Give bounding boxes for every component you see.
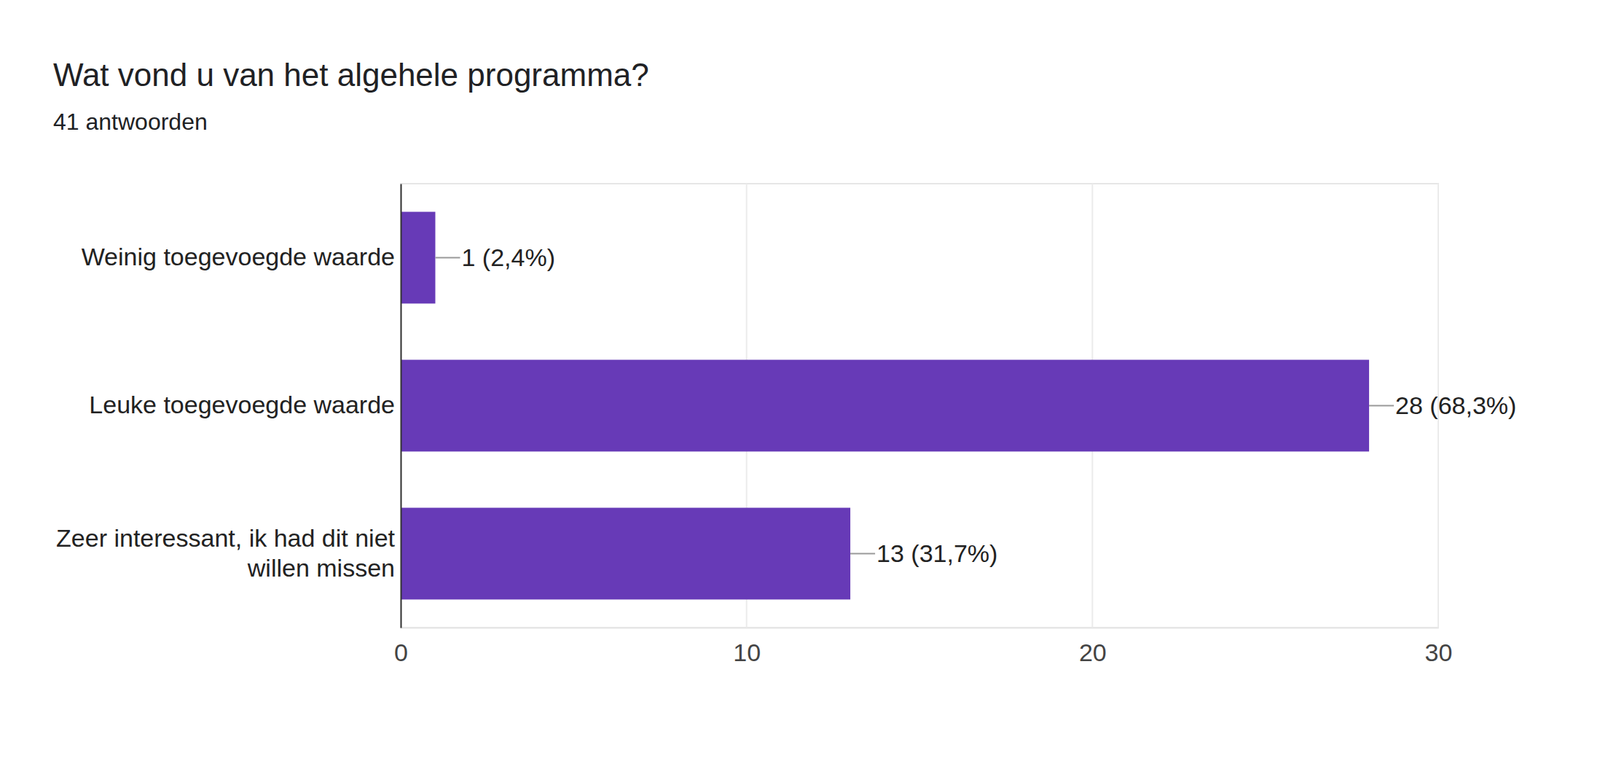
leader-line xyxy=(850,553,876,555)
y-tick: Weinig toegevoegde waarde xyxy=(81,242,401,271)
chart-container: Wat vond u van het algehele programma? 41… xyxy=(0,0,1600,761)
grid xyxy=(400,183,1439,628)
y-tick: Leuke toegevoegde waarde xyxy=(88,390,401,419)
y-tick-label-line: Weinig toegevoegde waarde xyxy=(81,242,395,271)
x-tick: 0 xyxy=(394,627,409,666)
background xyxy=(0,0,1600,761)
y-tick-label: Weinig toegevoegde waarde xyxy=(81,242,395,271)
data-label: 13 (31,7%) xyxy=(876,539,998,567)
y-tick-label-line: Zeer interessant, ik had dit niet xyxy=(56,523,395,552)
bar xyxy=(400,212,435,304)
x-tick-label: 20 xyxy=(1079,638,1107,666)
y-axis: Weinig toegevoegde waarde Leuke toegevoeg… xyxy=(56,184,401,629)
data-label: 1 (2,4%) xyxy=(461,243,556,272)
y-tick-label-line: Leuke toegevoegde waarde xyxy=(88,390,395,419)
y-tick: Zeer interessant, ik had dit nietwillen … xyxy=(56,523,401,582)
y-tick-label: Leuke toegevoegde waarde xyxy=(88,390,395,419)
y-tick-label: Zeer interessant, ik had dit nietwillen … xyxy=(56,523,395,582)
x-tick-label: 30 xyxy=(1425,638,1453,666)
y-tick-label-line: willen missen xyxy=(246,553,395,582)
leader-line xyxy=(1369,405,1394,407)
chart: Wat vond u van het algehele programma? 41… xyxy=(0,0,1600,761)
x-tick: 10 xyxy=(732,627,761,666)
x-axis: 0 10 20 30 xyxy=(394,627,1453,666)
leader-line xyxy=(434,257,460,259)
x-tick-label: 0 xyxy=(394,638,409,666)
x-tick: 30 xyxy=(1425,627,1453,666)
title: Wat vond u van het algehele programma? xyxy=(53,56,650,93)
x-tick-label: 10 xyxy=(732,638,761,666)
bar xyxy=(400,359,1370,452)
x-tick: 20 xyxy=(1079,627,1107,666)
y-axis-line xyxy=(400,184,403,629)
grid-line xyxy=(400,183,402,628)
plot-frame xyxy=(400,183,1439,628)
bar xyxy=(400,507,851,600)
data-labels: 1 (2,4%) 28 (68,3%) 13 (31,7%) xyxy=(434,243,1517,567)
data-label: 28 (68,3%) xyxy=(1395,391,1517,419)
x-axis-line xyxy=(401,627,1439,629)
subtitle: 41 antwoorden xyxy=(53,108,208,135)
bars xyxy=(400,212,1370,600)
